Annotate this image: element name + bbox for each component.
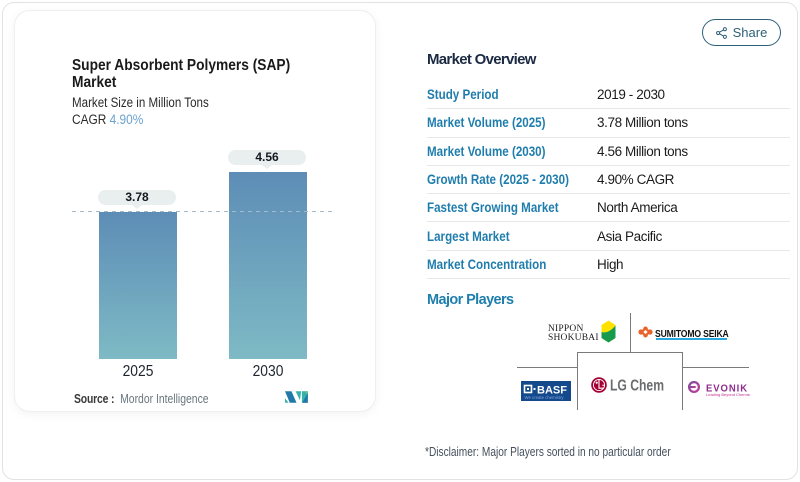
svg-text:LG Chem: LG Chem [610,378,664,394]
svg-text:We create chemistry: We create chemistry [525,395,565,400]
svg-text:Leading Beyond Chemistry: Leading Beyond Chemistry [706,392,750,397]
svg-text:BASF: BASF [537,385,567,397]
svg-text:EVONIK: EVONIK [706,383,748,394]
